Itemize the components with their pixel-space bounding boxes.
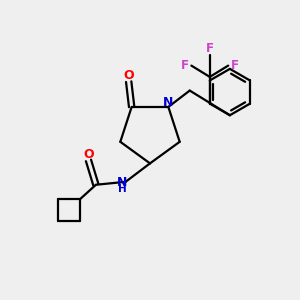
Text: H: H bbox=[118, 184, 126, 194]
Text: O: O bbox=[123, 69, 134, 82]
Text: F: F bbox=[231, 59, 239, 72]
Text: N: N bbox=[163, 96, 173, 109]
Text: O: O bbox=[83, 148, 94, 161]
Text: F: F bbox=[181, 59, 189, 72]
Text: F: F bbox=[206, 43, 214, 56]
Text: N: N bbox=[117, 176, 127, 189]
